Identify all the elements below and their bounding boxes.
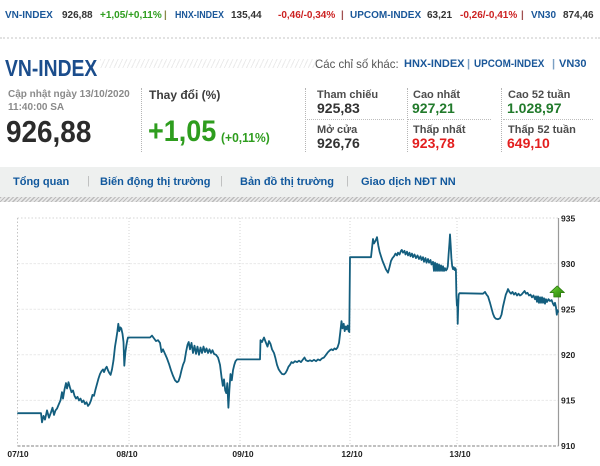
svg-text:12/10: 12/10 (341, 449, 363, 459)
svg-text:925: 925 (561, 305, 575, 315)
svg-text:08/10: 08/10 (116, 449, 138, 459)
svg-text:13/10: 13/10 (449, 449, 471, 459)
svg-text:920: 920 (561, 350, 575, 360)
svg-text:935: 935 (561, 214, 575, 224)
svg-text:915: 915 (561, 396, 575, 406)
svg-text:07/10: 07/10 (7, 449, 29, 459)
svg-text:09/10: 09/10 (232, 449, 254, 459)
svg-text:930: 930 (561, 259, 575, 269)
svg-text:910: 910 (561, 441, 575, 451)
